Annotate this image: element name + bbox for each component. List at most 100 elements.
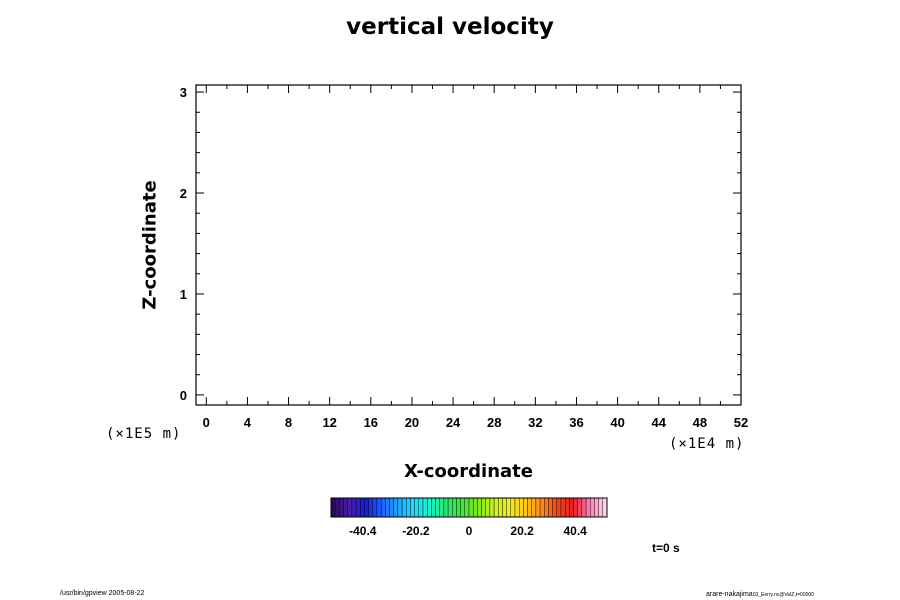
colorbar-tick-label: 0 xyxy=(466,524,473,538)
footer-source: arare-nakajima03_Eerry.nc@VelZ,t=00000 xyxy=(706,591,814,598)
colorbar-swatch xyxy=(552,497,558,518)
colorbar-swatch xyxy=(360,497,365,518)
x-tick-label: 4 xyxy=(244,415,252,430)
colorbar-swatch xyxy=(481,497,486,518)
colorbar-swatch xyxy=(410,497,415,518)
colorbar-swatch xyxy=(506,497,512,518)
y-tick-label: 2 xyxy=(180,186,187,201)
colorbar-swatch xyxy=(460,497,466,518)
colorbar-swatch xyxy=(401,497,407,518)
colorbar-swatch xyxy=(544,497,549,518)
colorbar-swatch xyxy=(569,497,574,518)
colorbar-swatch xyxy=(564,497,570,518)
colorbar-swatch xyxy=(560,497,566,518)
footer-source-main: arare-nakajima xyxy=(706,591,753,598)
time-label: t=0 s xyxy=(652,541,680,555)
colorbar-swatch xyxy=(368,497,374,518)
colorbar-swatch xyxy=(514,497,520,518)
colorbar-swatch xyxy=(347,497,353,518)
x-tick-label: 24 xyxy=(446,415,461,430)
colorbar-swatch xyxy=(573,497,578,518)
colorbar-swatch xyxy=(439,497,445,518)
colorbar-swatch xyxy=(389,497,394,518)
colorbar-swatch xyxy=(518,497,524,518)
colorbar-swatch xyxy=(489,497,495,518)
colorbar-swatch xyxy=(594,497,599,518)
x-tick-label: 40 xyxy=(610,415,624,430)
x-tick-label: 12 xyxy=(322,415,336,430)
colorbar-swatch xyxy=(364,497,369,518)
colorbar-swatch xyxy=(539,497,545,518)
colorbar-swatch xyxy=(523,497,528,518)
colorbar-swatch xyxy=(355,497,361,518)
plot-area xyxy=(195,84,742,406)
colorbar-swatch xyxy=(556,497,562,518)
colorbar-swatch xyxy=(590,497,595,518)
colorbar-frame xyxy=(330,497,608,518)
colorbar-swatch xyxy=(397,497,403,518)
colorbar-swatch xyxy=(372,497,378,518)
colorbar-tick-label: -20.2 xyxy=(402,524,430,538)
y-tick-label: 0 xyxy=(180,388,187,403)
x-tick-label: 52 xyxy=(734,415,748,430)
colorbar-swatch xyxy=(422,497,428,518)
x-tick-label: 48 xyxy=(693,415,707,430)
colorbar-swatch xyxy=(498,497,503,518)
x-tick-label: 20 xyxy=(405,415,419,430)
y-scale-note: (×1E5 m) xyxy=(106,426,182,442)
colorbar-swatch xyxy=(468,497,474,518)
y-tick-label: 3 xyxy=(180,85,187,100)
colorbar-swatch xyxy=(502,497,507,518)
x-tick-label: 8 xyxy=(285,415,292,430)
colorbar-swatch xyxy=(426,497,432,518)
colorbar-swatch xyxy=(485,497,491,518)
colorbar-swatch xyxy=(535,497,541,518)
x-tick-label: 36 xyxy=(569,415,583,430)
y-tick-label: 1 xyxy=(180,287,187,302)
colorbar-swatch xyxy=(406,497,411,518)
colorbar-swatch xyxy=(464,497,470,518)
colorbar-tick-label: 20.2 xyxy=(510,524,534,538)
colorbar-swatch xyxy=(577,497,583,518)
colorbar-swatch xyxy=(452,497,457,518)
colorbar-swatch xyxy=(435,497,440,518)
colorbar-swatch xyxy=(548,497,553,518)
colorbar-swatch xyxy=(431,497,436,518)
footer-source-detail: 03_Eerry.nc@VelZ,t=00000 xyxy=(752,592,814,598)
colorbar-swatch xyxy=(330,497,336,518)
colorbar-swatch xyxy=(343,497,348,518)
colorbar-swatch xyxy=(418,497,424,518)
colorbar-swatch xyxy=(447,497,453,518)
x-scale-note: (×1E4 m) xyxy=(669,436,745,452)
colorbar-swatch xyxy=(598,497,604,518)
colorbar-swatch xyxy=(339,497,344,518)
x-tick-label: 32 xyxy=(528,415,542,430)
y-axis-label: Z-coordinate xyxy=(139,180,161,310)
chart-title: vertical velocity xyxy=(346,14,554,40)
colorbar-swatch xyxy=(456,497,461,518)
x-axis-label: X-coordinate xyxy=(404,461,533,482)
colorbar-swatch xyxy=(443,497,449,518)
colorbar-swatch xyxy=(472,497,478,518)
x-tick-label: 0 xyxy=(203,415,210,430)
colorbar-swatch xyxy=(351,497,357,518)
colorbar-swatch xyxy=(334,497,340,518)
colorbar-swatch xyxy=(393,497,399,518)
colorbar-swatch xyxy=(380,497,386,518)
colorbar-swatch xyxy=(493,497,499,518)
colorbar-swatch xyxy=(527,497,532,518)
colorbar-tick-label: 40.4 xyxy=(564,524,588,538)
colorbar-swatch xyxy=(602,497,608,518)
colorbar-swatch xyxy=(385,497,390,518)
colorbar-tick-label: -40.4 xyxy=(349,524,377,538)
colorbar-swatch xyxy=(414,497,420,518)
colorbar-swatch xyxy=(510,497,516,518)
colorbar-swatch xyxy=(581,497,587,518)
colorbar-swatch xyxy=(477,497,482,518)
x-tick-label: 28 xyxy=(487,415,501,430)
colorbar-swatch xyxy=(585,497,591,518)
footer-command: /usr/bin/gpview 2005-08-22 xyxy=(60,590,145,597)
colorbar-swatch xyxy=(531,497,537,518)
colorbar-swatch xyxy=(376,497,382,518)
